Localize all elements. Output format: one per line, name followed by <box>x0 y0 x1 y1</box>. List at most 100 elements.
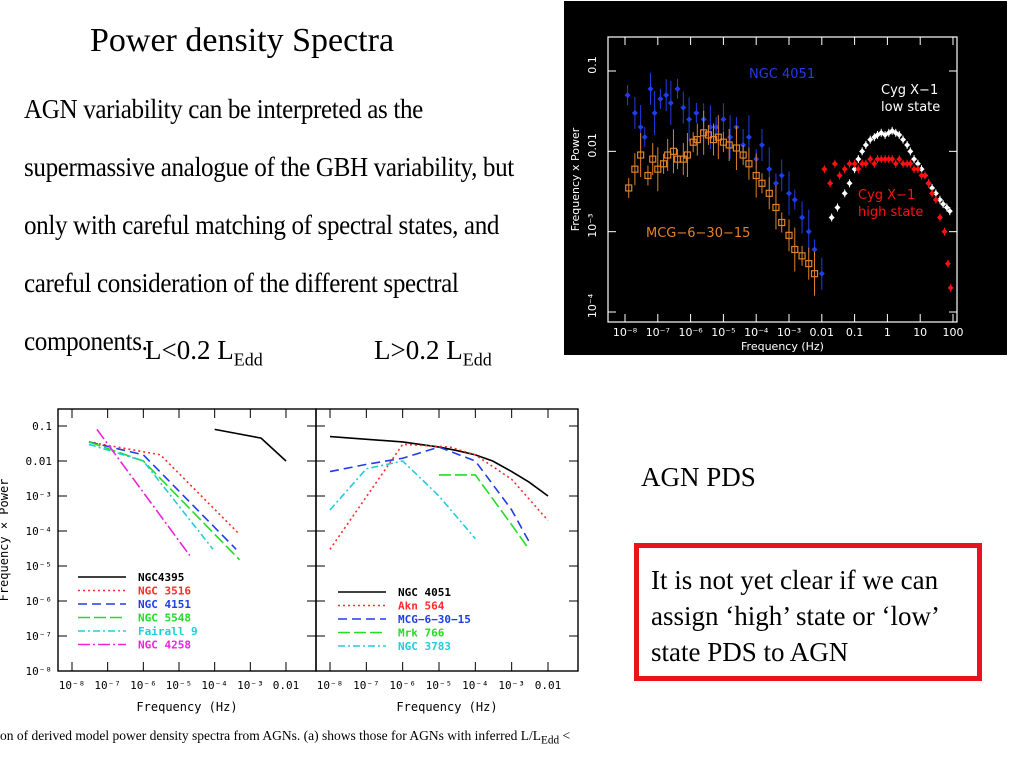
bh-data-point <box>904 141 911 148</box>
bh-data-point <box>664 151 672 159</box>
bh-data-point <box>878 156 885 163</box>
panel-a-legend-label: NGC 3516 <box>138 585 191 598</box>
panel-a-x-tick-label: 10⁻³ <box>237 679 264 692</box>
bh-data-point <box>649 155 657 163</box>
bh-data-point <box>799 214 806 221</box>
bh-pds-chart: 10⁻⁸ 10⁻⁷ 10⁻⁶ 10⁻⁵ 10⁻⁴ 10⁻³ 0.01 0.1 1 10 100 0.1… <box>569 36 964 353</box>
bh-data-point <box>918 172 925 179</box>
bh-data-point <box>925 180 932 187</box>
panel-a-y-tick-label: 0.01 <box>26 455 53 468</box>
bh-data-point <box>921 172 928 179</box>
bh-data-point <box>911 156 918 163</box>
bh-data-point <box>862 141 869 148</box>
quote-text: AGN variability can be interpreted as th… <box>24 94 514 356</box>
bh-data-point <box>874 156 881 163</box>
bh-x-tick-label: 10⁻⁴ <box>744 326 769 339</box>
bh-data-point <box>867 136 874 143</box>
bh-data-point <box>778 218 786 227</box>
panel-a-y-tick-label: 10⁻⁶ <box>26 595 53 608</box>
bh-data-point <box>896 131 903 138</box>
bh-data-point <box>704 131 713 139</box>
panel-a-legend-label: Fairall 9 <box>138 625 198 638</box>
bh-data-point <box>871 160 878 167</box>
bh-y-tick-label: 0.01 <box>586 133 599 158</box>
high-label-sub: Edd <box>462 349 492 370</box>
bh-data-point <box>805 260 813 268</box>
panel-a-legend-label: NGC4395 <box>138 571 184 584</box>
bh-data-point <box>859 148 866 155</box>
bh-data-point <box>896 156 903 163</box>
bh-y-axis-label: Frequency x Power <box>569 127 582 231</box>
panel-a-x-tick-label: 10⁻⁶ <box>130 679 157 692</box>
bh-data-point <box>654 165 662 173</box>
bh-data-point <box>785 231 793 239</box>
panel-b-series-line <box>329 460 476 540</box>
bh-data-point <box>624 92 631 99</box>
bh-data-point <box>851 160 858 167</box>
panel-b-series-line <box>329 443 549 550</box>
bh-data-point <box>821 166 828 173</box>
bh-data-point <box>651 110 658 117</box>
bh-data-point <box>657 95 664 102</box>
bh-x-tick-label: 100 <box>943 326 964 339</box>
bh-data-point <box>805 228 812 235</box>
panel-a-y-tick-label: 10⁻⁸ <box>26 665 53 678</box>
bh-x-axis-label: Frequency (Hz) <box>741 340 824 353</box>
panel-b-series-line <box>329 435 549 497</box>
agn-model-pds-chart: 10⁻⁸ 10⁻⁷ 10⁻⁶ 10⁻⁵ 10⁻⁴ 10⁻³ 0.01 Frequency (H… <box>0 408 579 714</box>
bh-data-point <box>758 179 766 187</box>
panel-a-series-line <box>88 443 214 550</box>
bh-data-point <box>904 160 911 167</box>
panel-a-series-line <box>88 441 241 561</box>
bh-data-point <box>882 156 889 163</box>
bh-data-point <box>874 131 881 138</box>
bh-data-point <box>778 172 785 179</box>
note-text: It is not yet clear if we can assign ‘hi… <box>651 565 939 667</box>
bh-data-point <box>855 156 862 163</box>
bh-x-tick-label: 10⁻³ <box>777 326 801 339</box>
panel-a-x-tick-label: 0.01 <box>273 679 300 692</box>
bh-annotation-high-state: high state <box>858 205 923 220</box>
bh-data-point <box>791 196 798 203</box>
panel-b-x-axis-label: Frequency (Hz) <box>396 700 497 714</box>
panel-a-x-tick-label: 10⁻⁴ <box>201 679 228 692</box>
high-label-main: L>0.2 L <box>374 335 463 365</box>
panel-b-series-line <box>439 474 530 550</box>
panel-a-y-tick-label: 10⁻⁷ <box>26 630 53 643</box>
panel-a-series-line <box>214 428 287 462</box>
bh-data-point <box>828 214 835 221</box>
bh-y-tick-label: 10⁻³ <box>586 214 599 238</box>
bh-data-point <box>907 148 914 155</box>
bh-data-point <box>892 160 899 167</box>
bh-pds-figure: 10⁻⁸ 10⁻⁷ 10⁻⁶ 10⁻⁵ 10⁻⁴ 10⁻³ 0.01 0.1 1 10 100 0.1… <box>564 1 1007 355</box>
figure-caption: on of derived model power density spectr… <box>0 728 570 747</box>
bh-data-point <box>946 208 953 215</box>
caption-tail: < <box>559 728 571 743</box>
bh-annotation-ngc4051: NGC 4051 <box>749 67 815 82</box>
bh-data-point <box>700 129 708 137</box>
bh-y-tick-label: 0.1 <box>586 56 599 74</box>
bh-x-tick-label: 0.1 <box>846 326 864 339</box>
bh-x-tick-label: 10 <box>913 326 927 339</box>
bh-data-point <box>947 284 954 291</box>
bh-data-point <box>631 110 638 117</box>
bh-data-point <box>772 180 779 187</box>
bh-data-point <box>707 124 714 131</box>
bh-data-point <box>936 214 943 221</box>
panel-a-x-axis-label: Frequency (Hz) <box>136 700 237 714</box>
bh-data-point <box>932 190 939 197</box>
panel-b-x-tick-label: 10⁻⁶ <box>389 679 416 692</box>
panel-a-series-line <box>88 441 237 550</box>
bh-data-point <box>889 156 896 163</box>
bh-annotation-low-state: low state <box>881 100 940 115</box>
bh-data-point <box>732 144 741 152</box>
bh-data-point <box>940 201 947 208</box>
bh-data-point <box>882 131 889 138</box>
bh-data-point <box>772 203 780 212</box>
bh-data-point <box>943 204 950 211</box>
bh-x-tick-label: 10⁻⁷ <box>646 326 670 339</box>
bh-annotation-cyg-low: Cyg X−1 <box>881 83 938 98</box>
bh-data-point <box>841 166 848 173</box>
bh-data-point <box>766 166 773 173</box>
note-box: It is not yet clear if we can assign ‘hi… <box>634 543 982 681</box>
